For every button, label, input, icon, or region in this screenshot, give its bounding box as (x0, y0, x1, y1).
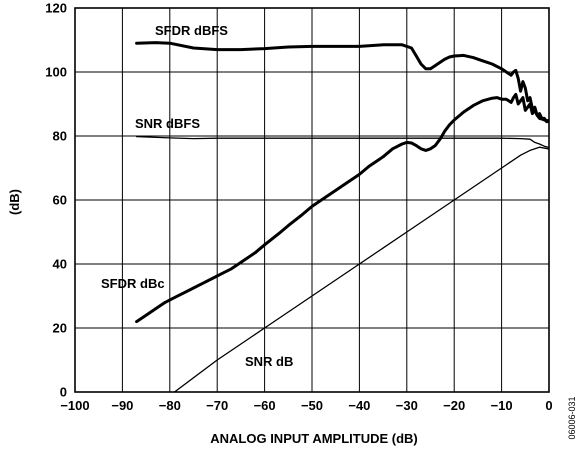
series-label-sfdr-dbc: SFDR dBc (101, 276, 165, 291)
x-tick-label: −30 (396, 398, 418, 413)
tick-labels: −100 −90 −80 −70 −60 −50 −40 −30 −20 −10 002040608… (45, 1, 552, 414)
y-tick-label: 80 (53, 129, 67, 144)
x-tick-label: −60 (254, 398, 276, 413)
series-label-sfdr-dbfs: SFDR dBFS (155, 23, 228, 38)
x-tick-label: −20 (443, 398, 465, 413)
figure-id: 06006-031 (567, 396, 577, 439)
series-lines (135, 41, 550, 393)
x-tick-label: −70 (206, 398, 228, 413)
grid (75, 8, 549, 392)
x-axis-title: ANALOG INPUT AMPLITUDE (dB) (210, 431, 418, 446)
x-tick-label: −40 (348, 398, 370, 413)
y-tick-label: 20 (53, 321, 67, 336)
y-tick-label: 100 (45, 65, 67, 80)
x-tick-label: −80 (159, 398, 181, 413)
y-tick-label: 60 (53, 193, 67, 208)
y-tick-label: 120 (45, 1, 67, 16)
series-line-sfdr-dbc (135, 92, 550, 324)
x-tick-label: −10 (491, 398, 513, 413)
x-tick-label: −100 (60, 398, 89, 413)
y-axis-title: (dB) (7, 189, 22, 215)
x-tick-label: −90 (111, 398, 133, 413)
series-line-snr-dbfs (135, 135, 549, 148)
y-tick-label: 40 (53, 257, 67, 272)
x-tick-label: 0 (545, 398, 552, 413)
series-label-snr-dbfs: SNR dBFS (135, 116, 200, 131)
plot-frame (74, 7, 550, 393)
series-label-snr-db: SNR dB (245, 354, 293, 369)
y-tick-label: 0 (60, 385, 67, 400)
x-tick-label: −50 (301, 398, 323, 413)
series-line-snr-db (173, 146, 549, 393)
